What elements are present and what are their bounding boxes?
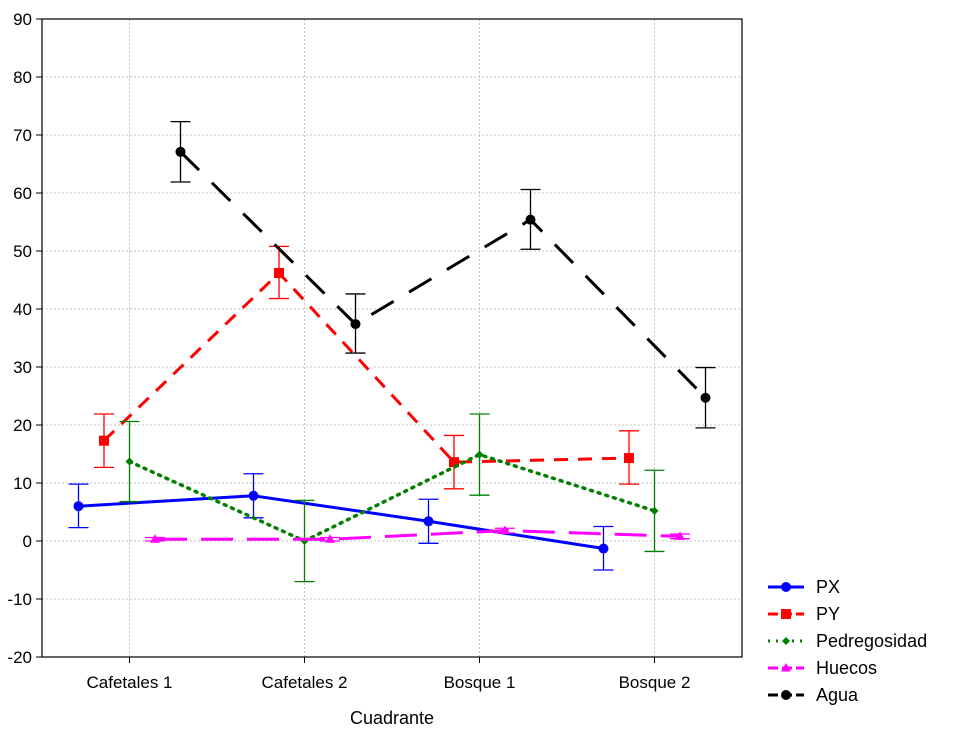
- legend-label: Pedregosidad: [816, 631, 927, 651]
- data-point: [624, 453, 634, 464]
- data-point: [248, 490, 259, 501]
- y-tick-label: -10: [7, 590, 32, 609]
- y-tick-label: 20: [13, 416, 32, 435]
- series-line: [179, 150, 707, 399]
- legend: PX PY Pedregosidad Huecos Agua: [768, 577, 927, 705]
- series-agua: [170, 121, 716, 429]
- data-point: [781, 663, 791, 672]
- y-tick-label: 40: [13, 300, 32, 319]
- x-tick-label: Cafetales 2: [262, 673, 348, 692]
- data-point: [781, 609, 791, 619]
- grid: [42, 19, 742, 657]
- legend-item-px: PX: [768, 577, 840, 597]
- y-tick-label: 0: [23, 532, 32, 551]
- legend-label: Huecos: [816, 658, 877, 678]
- data-point: [598, 543, 609, 554]
- series-pedregosidad: [119, 413, 665, 583]
- data-point: [781, 690, 791, 700]
- series-px: [68, 473, 614, 571]
- data-point: [423, 516, 434, 527]
- legend-item-agua: Agua: [768, 685, 859, 705]
- y-tick-label: 30: [13, 358, 32, 377]
- series-group: [68, 121, 716, 583]
- series-huecos: [145, 525, 690, 543]
- legend-label: PX: [816, 577, 840, 597]
- data-point: [175, 146, 186, 157]
- data-point: [782, 637, 790, 645]
- data-point: [650, 506, 659, 515]
- data-point: [500, 525, 510, 535]
- y-tick-label: 50: [13, 242, 32, 261]
- data-point: [525, 214, 536, 225]
- x-axis: Cafetales 1 Cafetales 2 Bosque 1 Bosque 2: [87, 657, 691, 692]
- series-line: [155, 529, 681, 541]
- legend-item-huecos: Huecos: [768, 658, 877, 678]
- data-point: [73, 501, 84, 512]
- series-py: [94, 245, 639, 490]
- data-point: [475, 450, 484, 459]
- legend-item-py: PY: [768, 604, 840, 624]
- data-point: [350, 319, 361, 330]
- legend-label: Agua: [816, 685, 859, 705]
- series-line: [78, 494, 604, 551]
- y-tick-label: 70: [13, 126, 32, 145]
- series-line: [102, 270, 630, 464]
- legend-item-pedregosidad: Pedregosidad: [768, 631, 927, 651]
- data-point: [781, 582, 791, 592]
- y-tick-label: 60: [13, 184, 32, 203]
- x-tick-label: Bosque 1: [444, 673, 516, 692]
- y-tick-label: 10: [13, 474, 32, 493]
- y-axis: -20 -10 0 10 20 30 40 50 60 70 80 90: [7, 10, 42, 667]
- data-point: [274, 268, 284, 279]
- legend-label: PY: [816, 604, 840, 624]
- x-tick-label: Bosque 2: [619, 673, 691, 692]
- data-point: [700, 392, 711, 403]
- plot-frame: [41, 18, 743, 658]
- y-tick-label: 80: [13, 68, 32, 87]
- x-tick-label: Cafetales 1: [87, 673, 173, 692]
- series-line: [127, 452, 657, 543]
- x-axis-title: Cuadrante: [350, 708, 434, 728]
- data-point: [675, 531, 685, 540]
- y-tick-label: -20: [7, 648, 32, 667]
- data-point: [125, 457, 134, 466]
- data-point: [449, 457, 459, 468]
- data-point: [325, 534, 335, 543]
- y-tick-label: 90: [13, 10, 32, 29]
- data-point: [150, 534, 160, 543]
- data-point: [99, 435, 109, 446]
